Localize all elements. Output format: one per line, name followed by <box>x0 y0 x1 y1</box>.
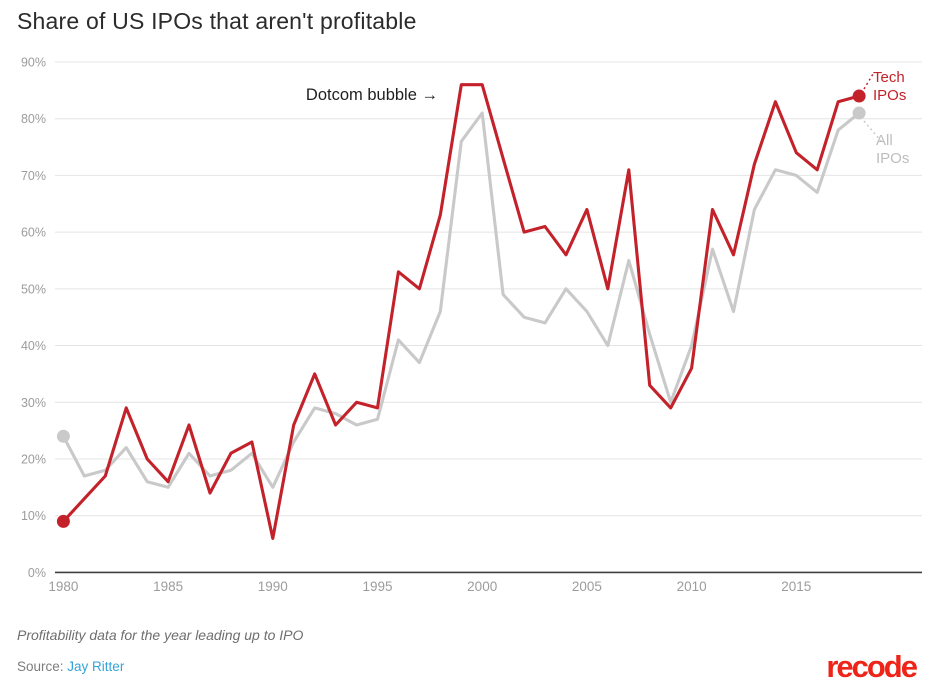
y-tick-label: 10% <box>21 509 46 523</box>
x-tick-label: 1990 <box>258 579 288 594</box>
y-tick-label: 50% <box>21 282 46 296</box>
x-tick-label: 1985 <box>153 579 183 594</box>
y-tick-label: 80% <box>21 112 46 126</box>
legend-all-line1: All <box>876 132 893 149</box>
all-ipos-end-dot <box>852 106 866 120</box>
legend-all-line2: IPOs <box>876 150 910 167</box>
chart-footnote: Profitability data for the year leading … <box>17 627 304 643</box>
x-tick-label: 1995 <box>362 579 392 594</box>
legend-tech-line1: Tech <box>873 69 905 86</box>
source-line: Source: Jay Ritter <box>17 659 124 674</box>
x-tick-label: 2000 <box>467 579 497 594</box>
all-ipos-start-dot <box>56 429 70 443</box>
page-title: Share of US IPOs that aren't profitable <box>17 8 417 34</box>
y-tick-label: 90% <box>21 56 46 70</box>
x-tick-label: 2010 <box>677 579 707 594</box>
y-tick-label: 30% <box>21 396 46 410</box>
legend-all-ipos: All IPOs <box>876 132 909 168</box>
y-tick-label: 70% <box>21 169 46 183</box>
tech-ipos-end-dot <box>852 89 866 103</box>
legend-tech-line2: IPOs <box>873 87 907 104</box>
annotation-dotcom-bubble: Dotcom bubble → <box>305 86 438 104</box>
legend-tech-connector <box>863 73 874 90</box>
x-tick-label: 2015 <box>781 579 811 594</box>
recode-logo: recode <box>826 649 918 684</box>
source-link-jay-ritter[interactable]: Jay Ritter <box>67 659 125 674</box>
y-tick-label: 0% <box>28 566 46 580</box>
all-ipos-line <box>61 111 861 489</box>
x-tick-label: 2005 <box>572 579 602 594</box>
y-tick-label: 40% <box>21 339 46 353</box>
legend-tech-ipos: Tech IPOs <box>873 69 906 105</box>
y-tick-label: 20% <box>21 452 46 466</box>
tech-ipos-start-dot <box>56 514 70 528</box>
y-tick-label: 60% <box>21 226 46 240</box>
tech-ipos-line <box>61 83 861 540</box>
legend-all-connector <box>863 120 882 142</box>
x-tick-label: 1980 <box>48 579 78 594</box>
source-label: Source: <box>17 659 64 674</box>
